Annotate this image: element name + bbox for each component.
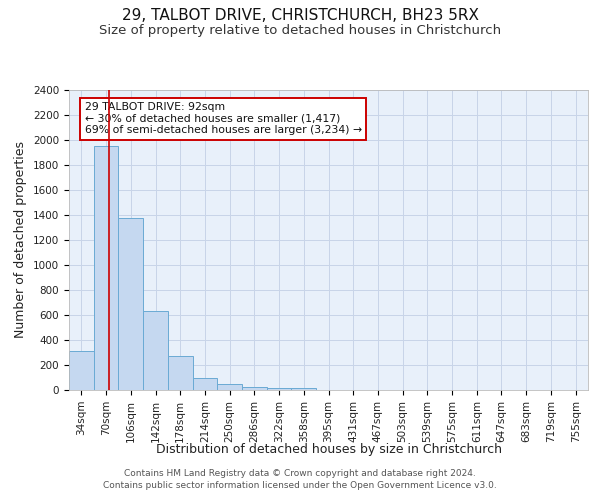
Text: Distribution of detached houses by size in Christchurch: Distribution of detached houses by size …: [156, 442, 502, 456]
Bar: [118, 218, 143, 390]
Text: 29 TALBOT DRIVE: 92sqm
← 30% of detached houses are smaller (1,417)
69% of semi-: 29 TALBOT DRIVE: 92sqm ← 30% of detached…: [85, 102, 362, 135]
Bar: [69, 351, 94, 390]
Bar: [193, 378, 217, 390]
Bar: [242, 386, 267, 390]
Bar: [143, 311, 168, 390]
Text: 29, TALBOT DRIVE, CHRISTCHURCH, BH23 5RX: 29, TALBOT DRIVE, CHRISTCHURCH, BH23 5RX: [121, 8, 479, 22]
Bar: [217, 384, 242, 390]
Bar: [267, 388, 292, 390]
Y-axis label: Number of detached properties: Number of detached properties: [14, 142, 28, 338]
Bar: [292, 388, 316, 390]
Text: Contains public sector information licensed under the Open Government Licence v3: Contains public sector information licen…: [103, 481, 497, 490]
Text: Size of property relative to detached houses in Christchurch: Size of property relative to detached ho…: [99, 24, 501, 37]
Bar: [168, 356, 193, 390]
Bar: [94, 146, 118, 390]
Text: Contains HM Land Registry data © Crown copyright and database right 2024.: Contains HM Land Registry data © Crown c…: [124, 468, 476, 477]
